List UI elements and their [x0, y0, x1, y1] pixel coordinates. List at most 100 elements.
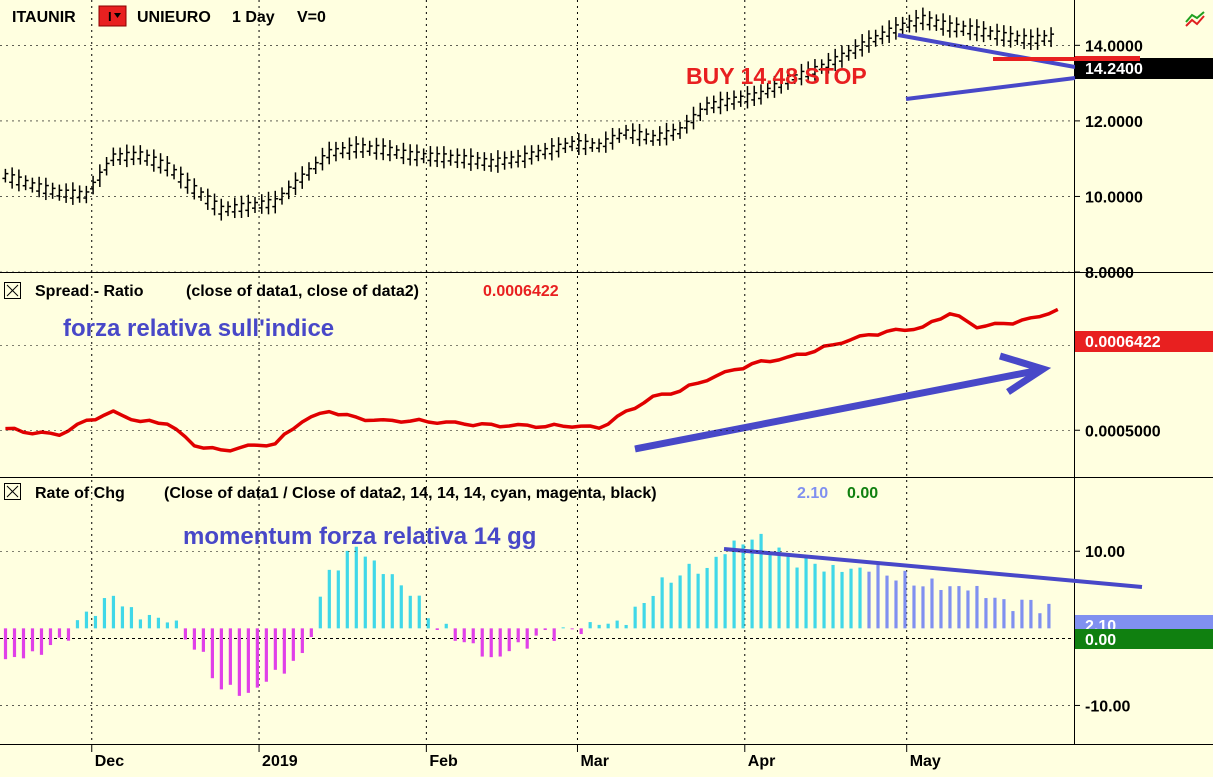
price-tick-label: 12.0000: [1085, 114, 1143, 131]
roc-bar: [624, 624, 628, 629]
roc-bar: [156, 617, 161, 629]
x-tick-label: Mar: [580, 753, 608, 770]
roc-bar: [3, 628, 8, 660]
roc-value-1: 2.10: [797, 485, 828, 502]
roc-bar: [57, 628, 62, 638]
roc-bar: [885, 575, 889, 629]
roc-bar: [345, 550, 349, 629]
ratio-tick-label: 0.0005000: [1085, 423, 1161, 440]
price-header: ITAUNIR I UNIEURO 1 Day V=0: [12, 5, 326, 27]
roc-bar: [1011, 611, 1015, 629]
roc-tag-1-pointer: [1075, 615, 1084, 632]
roc-bar: [993, 597, 997, 629]
roc-bar: [786, 553, 790, 629]
x-axis: Dec 2019 Feb Mar Apr May: [91, 744, 941, 770]
last-price-tag-pointer: [1075, 58, 1084, 79]
roc-bar: [804, 557, 808, 629]
roc-bar: [543, 628, 547, 631]
roc-bar: [417, 595, 421, 629]
roc-bar: [264, 628, 268, 682]
volume-label: V=0: [297, 9, 326, 26]
roc-bar: [561, 627, 565, 629]
dropdown-triangle-icon: [114, 13, 121, 18]
ratio-annotation: forza relativa sull'indice: [63, 315, 334, 342]
roc-bar: [399, 585, 403, 629]
roc-bar: [840, 571, 844, 629]
roc-bar: [516, 628, 520, 643]
roc-bar: [435, 628, 439, 630]
roc-bar: [822, 571, 826, 629]
buy-stop-annotation: BUY 14.48 STOP: [686, 63, 867, 89]
price-tick-label: 8.0000: [1085, 265, 1134, 282]
roc-tag-2-label: 0.00: [1085, 632, 1116, 649]
roc-bar: [93, 615, 98, 629]
roc-bar: [813, 563, 817, 629]
roc-bar: [669, 582, 673, 629]
roc-bar: [777, 547, 781, 629]
chart-tool-icon[interactable]: [1185, 11, 1205, 27]
roc-bar: [111, 595, 116, 629]
roc-bar: [1002, 599, 1006, 629]
stop-line-tag: [1075, 56, 1140, 61]
roc-bar: [120, 606, 125, 629]
roc-bar: [480, 628, 484, 657]
roc-bar: [507, 628, 511, 652]
roc-bar: [39, 628, 44, 655]
x-tick-label: May: [910, 753, 941, 770]
roc-bar: [876, 564, 880, 629]
roc-bar: [255, 628, 259, 688]
roc-bar: [588, 622, 592, 629]
ratio-arrow-head: [998, 352, 1052, 395]
price-tick-label: 10.0000: [1085, 189, 1143, 206]
roc-bar: [858, 567, 862, 629]
roc-bar: [687, 563, 691, 629]
roc-bar: [489, 628, 493, 658]
roc-bar: [363, 556, 367, 629]
roc-bar: [30, 628, 35, 652]
roc-bar: [138, 619, 143, 629]
symbol-label: ITAUNIR: [12, 9, 76, 26]
roc-bar: [732, 540, 736, 629]
roc-divergence-trendline: [723, 547, 1143, 589]
roc-bar: [867, 571, 871, 629]
roc-bar: [705, 567, 709, 629]
roc-bar: [129, 607, 134, 629]
roc-bar: [291, 628, 295, 661]
roc-tag-1: [1075, 615, 1213, 632]
triangle-lower-trendline: [905, 76, 1076, 101]
roc-bar: [912, 585, 916, 629]
ratio-last-tag: [1075, 331, 1213, 352]
roc-bar: [426, 618, 430, 629]
roc-bar: [174, 620, 179, 629]
roc-header: Rate of Chg (Close of data1 / Close of d…: [4, 483, 878, 502]
roc-bar: [579, 628, 583, 635]
interval-label: 1 Day: [232, 9, 275, 26]
roc-bar: [273, 628, 277, 670]
roc-bar-series: [3, 533, 1051, 696]
symbol-badge-label: I: [108, 9, 112, 24]
roc-bar: [741, 544, 745, 629]
roc-axis-ticks: 10.00 -10.00: [0, 544, 1130, 715]
ratio-last-tag-label: 0.0006422: [1085, 334, 1161, 351]
roc-annotation: momentum forza relativa 14 gg: [183, 523, 536, 550]
roc-bar: [768, 551, 772, 629]
roc-bar: [300, 628, 304, 654]
roc-bar: [714, 556, 718, 629]
chart-grid: [91, 0, 908, 744]
roc-bar: [453, 628, 457, 641]
ratio-title: Spread - Ratio: [35, 283, 144, 300]
roc-bar: [696, 573, 700, 629]
roc-tick-label: 10.00: [1085, 544, 1125, 561]
roc-title: Rate of Chg: [35, 485, 125, 502]
roc-bar: [795, 567, 799, 629]
roc-bar: [390, 574, 394, 629]
roc-bar: [759, 533, 763, 629]
roc-bar: [381, 574, 385, 629]
roc-bar: [552, 628, 556, 641]
roc-bar: [615, 620, 619, 629]
symbol-badge[interactable]: [98, 5, 127, 27]
roc-bar: [678, 575, 682, 629]
roc-bar: [48, 628, 53, 646]
roc-bar: [498, 628, 502, 657]
